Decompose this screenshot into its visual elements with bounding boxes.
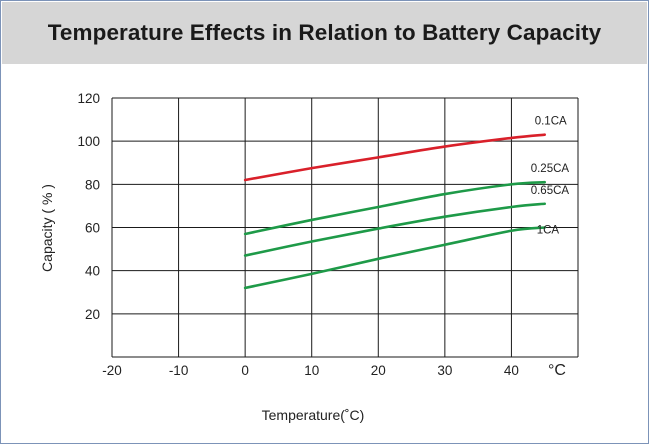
series-label-1CA: 1CA: [537, 225, 560, 237]
y-tick-label: 20: [85, 307, 100, 322]
x-tick-label: -10: [169, 363, 189, 378]
x-tick-label: 30: [437, 363, 452, 378]
x-tick-label: 0: [241, 363, 249, 378]
series-lines: [243, 133, 547, 290]
series-line-0.25CA: [243, 180, 547, 236]
series-label-0.65CA: 0.65CA: [531, 185, 570, 197]
y-tick-labels: 20 40 60 80 100 120: [77, 91, 100, 322]
series-label-0.1CA: 0.1CA: [535, 116, 567, 128]
y-tick-label: 80: [85, 177, 100, 192]
series-line-0.1CA: [243, 133, 547, 182]
y-tick-label: 120: [77, 91, 100, 106]
x-tick-label: 10: [304, 363, 319, 378]
series-line-1CA: [243, 226, 547, 290]
x-tick-label: 40: [504, 363, 519, 378]
series-line-0.65CA: [243, 202, 547, 257]
y-tick-label: 100: [77, 134, 100, 149]
chart-title: Temperature Effects in Relation to Batte…: [47, 20, 602, 45]
x-tick-labels: -20 -10 0 10 20 30 40: [102, 363, 519, 378]
x-axis-label: Temperature(˚C): [262, 407, 365, 423]
x-tick-label: -20: [102, 363, 122, 378]
x-unit-label: °C: [548, 362, 566, 379]
y-tick-label: 40: [85, 264, 100, 279]
y-axis-label: Capacity ( % ): [39, 184, 55, 272]
series-labels: 0.1CA 0.25CA 0.65CA 1CA: [531, 116, 570, 237]
y-tick-label: 60: [85, 221, 100, 236]
series-label-0.25CA: 0.25CA: [531, 163, 570, 175]
title-bar: Temperature Effects in Relation to Batte…: [2, 2, 647, 64]
grid-lines: [111, 97, 579, 358]
x-tick-label: 20: [371, 363, 386, 378]
